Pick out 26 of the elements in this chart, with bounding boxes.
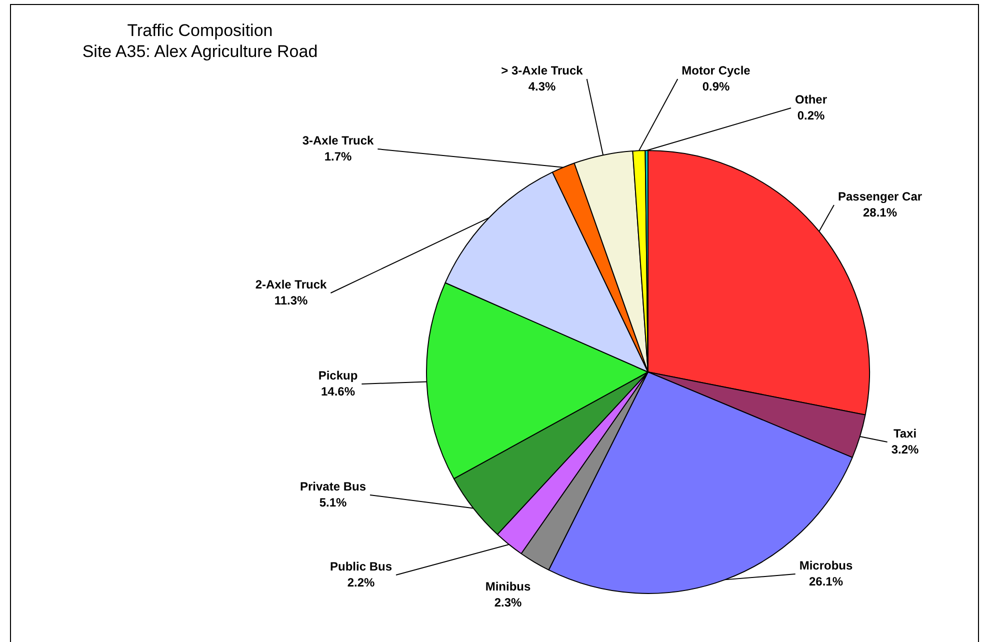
data-label: 14.6% xyxy=(320,384,356,398)
slice-label: 3-Axle Truck xyxy=(302,133,374,148)
slice-label: 2-Axle Truck xyxy=(255,277,328,292)
slice-label: Pickup xyxy=(318,368,358,382)
data-label: 3.2% xyxy=(891,442,919,456)
chart-title: Traffic Composition xyxy=(126,20,274,41)
slice-label: Public Bus xyxy=(330,559,392,574)
data-label: 11.3% xyxy=(274,293,308,308)
data-label: 5.1% xyxy=(319,495,347,510)
data-label: 28.1% xyxy=(862,205,898,220)
slice-label: Taxi xyxy=(893,426,917,440)
data-label: 0.2% xyxy=(797,108,825,122)
slice-label: Other xyxy=(794,92,828,106)
slice-label: Microbus xyxy=(799,558,853,572)
slice-label: Passenger Car xyxy=(838,189,922,204)
data-label: 0.9% xyxy=(702,79,730,94)
data-label: 2.2% xyxy=(347,575,375,590)
slice-label: Motor Cycle xyxy=(682,63,751,78)
data-label: 2.3% xyxy=(494,595,522,610)
data-label: 4.3% xyxy=(528,79,556,94)
chart-subtitle: Site A35: Alex Agriculture Road xyxy=(81,41,319,62)
data-label: 1.7% xyxy=(324,149,352,164)
slice-label: > 3-Axle Truck xyxy=(501,63,584,78)
slice-label: Private Bus xyxy=(300,479,366,494)
data-label: 26.1% xyxy=(808,574,844,588)
slice-label: Minibus xyxy=(485,579,531,594)
